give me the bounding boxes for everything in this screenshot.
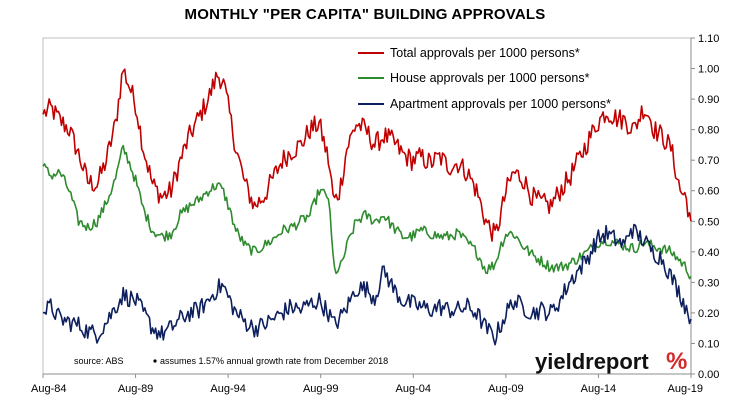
y-tick-label: 1.00 [698,64,719,76]
x-axis: Aug-84 Aug-89 Aug-94 Aug-99 Aug-04 Aug-09 Aug-… [31,374,703,395]
y-axis: 0.00 0.10 0.20 0.30 0.40 0.50 0.60 0.70 0.80 0.90… [691,33,719,381]
y-tick-label: 0.60 [698,186,719,198]
x-tick-label: Aug-09 [488,383,523,395]
series-line-apartment [42,223,692,346]
x-tick-label: Aug-94 [210,383,245,395]
legend-label-apartment: Apartment approvals per 1000 persons* [390,97,611,111]
x-tick-label: Aug-84 [31,383,66,395]
y-tick-label: 0.70 [698,155,719,167]
x-tick-label: Aug-14 [581,383,616,395]
y-tick-label: 0.20 [698,308,719,320]
footnote-note: assumes 1.57% annual growth rate from De… [160,356,388,366]
x-tick-label: Aug-04 [396,383,431,395]
legend: Total approvals per 1000 persons* House … [358,46,611,111]
yieldreport-logo: yieldreport % [535,348,687,375]
footnote-bullet [153,359,157,363]
series-line-house [42,144,692,280]
series-line-total [42,68,692,242]
y-tick-label: 0.80 [698,125,719,137]
y-tick-label: 0.30 [698,277,719,289]
y-tick-label: 0.00 [698,369,719,381]
y-tick-label: 1.10 [698,33,719,45]
series-lines [42,68,692,346]
plot-area [42,37,692,375]
logo-percent-icon: % [666,348,687,375]
y-tick-label: 0.90 [698,94,719,106]
logo-wordmark: yieldreport [535,349,649,374]
y-tick-label: 0.10 [698,338,719,350]
x-tick-label: Aug-99 [303,383,338,395]
x-tick-label: Aug-19 [668,383,703,395]
y-tick-label: 0.50 [698,216,719,228]
legend-label-total: Total approvals per 1000 persons* [390,46,580,60]
y-tick-label: 0.40 [698,247,719,259]
source-note: source: ABS [74,356,124,366]
legend-label-house: House approvals per 1000 persons* [390,71,590,85]
x-tick-label: Aug-89 [118,383,153,395]
chart-title: MONTHLY "PER CAPITA" BUILDING APPROVALS [184,6,546,23]
